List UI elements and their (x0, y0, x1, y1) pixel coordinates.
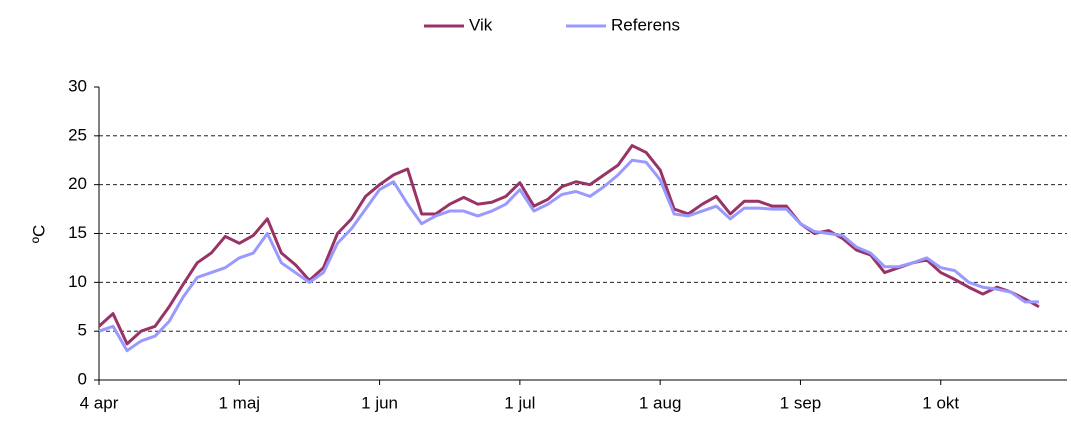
series-line (98, 158, 1039, 353)
x-tick-label: 1 jun (361, 393, 398, 412)
x-tick-label: 1 aug (639, 393, 682, 412)
y-tick-label: 5 (78, 321, 87, 340)
x-tick-label: 4 apr (80, 393, 119, 412)
x-tick-label: 1 sep (780, 393, 822, 412)
x-tick-label: 1 okt (922, 393, 959, 412)
x-tick-label: 1 maj (219, 393, 261, 412)
y-tick-label: 20 (68, 174, 87, 193)
legend-label: Referens (611, 15, 680, 34)
y-axis-label: ºC (29, 225, 48, 244)
y-tick-label: 0 (78, 369, 87, 388)
y-tick-label: 25 (68, 125, 87, 144)
y-tick-label: 10 (68, 272, 87, 291)
y-tick-label: 15 (68, 223, 87, 242)
legend-label: Vik (469, 15, 493, 34)
series-line (97, 144, 1040, 346)
x-tick-label: 1 jul (504, 393, 535, 412)
y-tick-label: 30 (68, 76, 87, 95)
